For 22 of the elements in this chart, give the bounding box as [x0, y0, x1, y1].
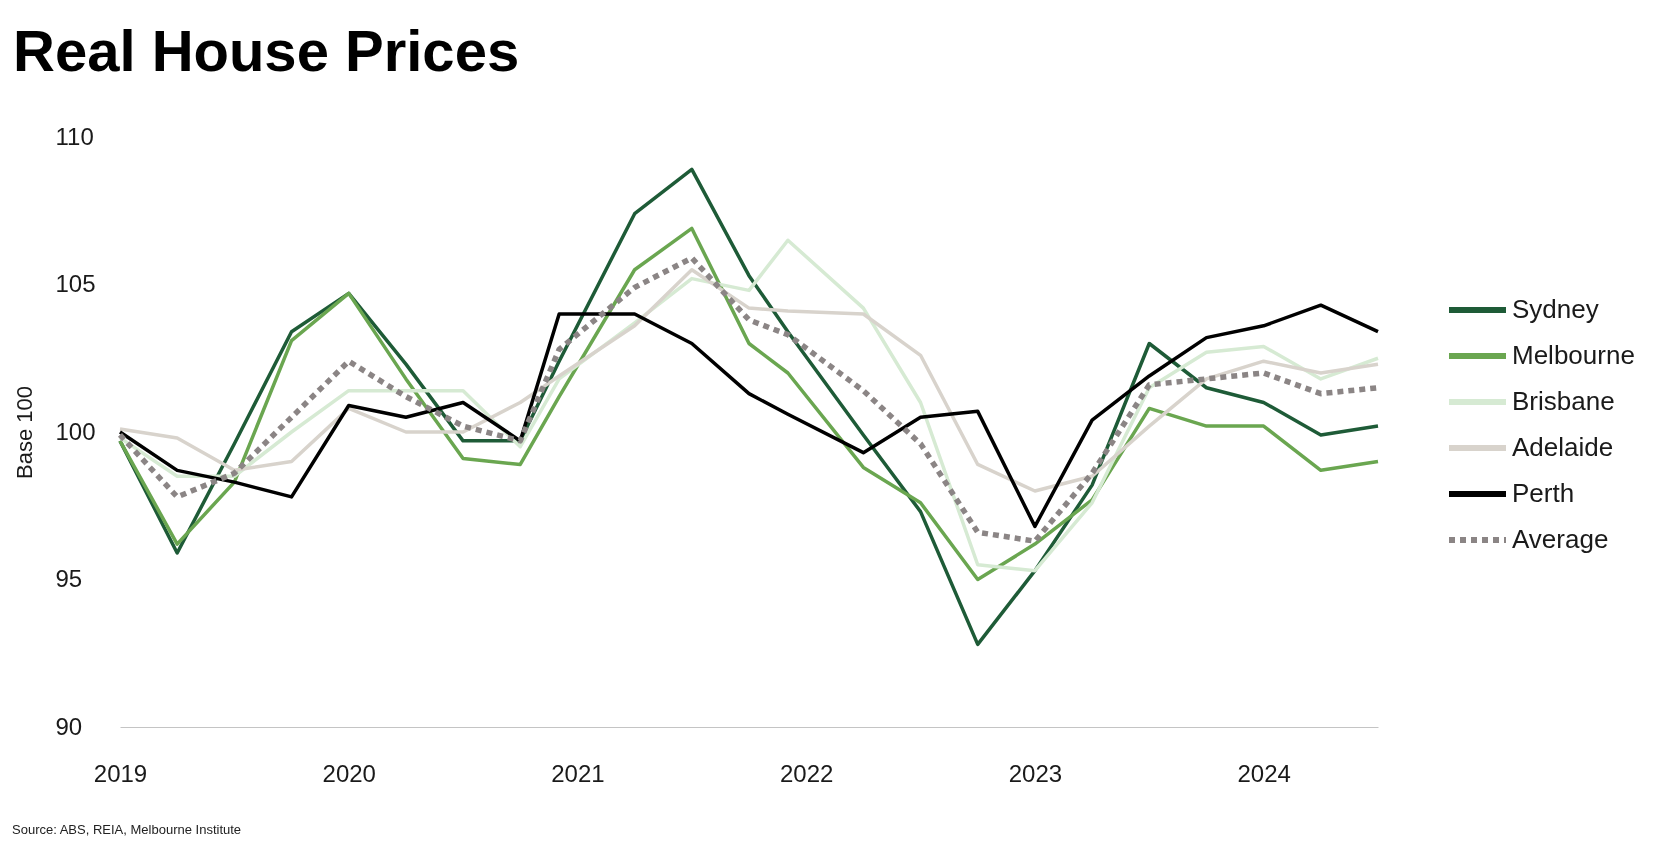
- legend-label: Adelaide: [1512, 432, 1614, 462]
- y-tick-label: 95: [55, 565, 83, 592]
- legend-label: Brisbane: [1512, 386, 1615, 416]
- legend-label: Melbourne: [1512, 340, 1635, 370]
- legend-label: Perth: [1512, 478, 1575, 508]
- source-note: Source: ABS, REIA, Melbourne Institute: [12, 822, 242, 837]
- y-axis-title: Base 100: [11, 386, 37, 479]
- x-tick-label: 2020: [322, 759, 376, 787]
- y-tick-label: 110: [55, 122, 94, 150]
- chart-title: Real House Prices: [13, 18, 520, 83]
- line-series: [118, 303, 1380, 529]
- x-tick-label: 2024: [1237, 759, 1291, 787]
- x-tick-label: 2021: [551, 759, 605, 787]
- x-tick-label: 2019: [93, 759, 148, 787]
- x-tick-label: 2022: [779, 759, 834, 787]
- line-series: [118, 268, 1380, 493]
- legend-label: Average: [1512, 524, 1609, 554]
- y-tick-label: 90: [55, 712, 83, 740]
- x-tick-label: 2023: [1008, 759, 1063, 787]
- y-tick-label: 105: [55, 270, 96, 297]
- y-tick-label: 100: [55, 417, 96, 445]
- legend-label: Sydney: [1512, 294, 1599, 324]
